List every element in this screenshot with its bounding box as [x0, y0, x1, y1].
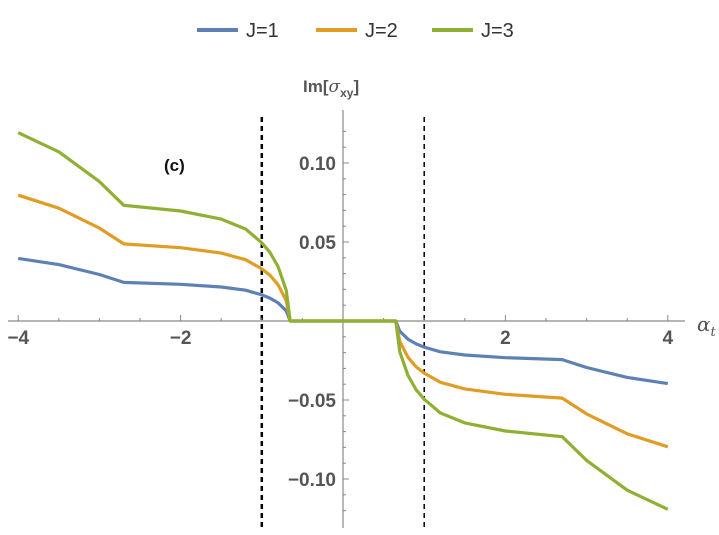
y-tick-label: 0.05 [299, 233, 336, 254]
vertical-dashed-lines [260, 117, 425, 528]
legend-label-j3: J=3 [481, 20, 514, 42]
x-tick-label: 4 [663, 328, 674, 349]
panel-label: (c) [164, 156, 185, 175]
x-axis-title: αt [697, 312, 717, 340]
y-tick-label: −0.05 [288, 391, 337, 412]
y-tick-label: 0.10 [299, 154, 336, 175]
series-lines [17, 131, 669, 511]
y-tick-label: −0.10 [288, 470, 336, 491]
series-line-j3 [17, 131, 669, 511]
legend-label-j2: J=2 [365, 20, 398, 42]
legend: J=1 J=2 J=3 [197, 20, 514, 42]
y-axis-title: Im[σxy] [303, 77, 359, 100]
legend-label-j1: J=1 [246, 20, 279, 42]
x-tick-label: −2 [170, 328, 192, 349]
x-tick-label: −4 [7, 328, 29, 349]
ticks: −4 −2 2 4 0.10 0.05 −0.05 −0.10 [7, 130, 674, 512]
x-tick-label: 2 [500, 328, 511, 349]
axes [8, 110, 685, 528]
